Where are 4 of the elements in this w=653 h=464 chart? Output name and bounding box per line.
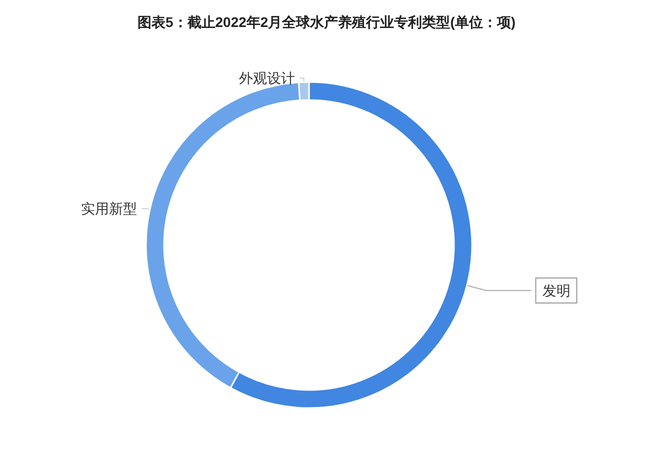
slice-label: 发明 <box>542 282 570 299</box>
slice-label: 实用新型 <box>81 200 138 217</box>
slice-label: 外观设计 <box>238 70 295 86</box>
chart-title: 图表5：截止2022年2月全球水产养殖行业专利类型(单位：项) <box>137 14 516 30</box>
